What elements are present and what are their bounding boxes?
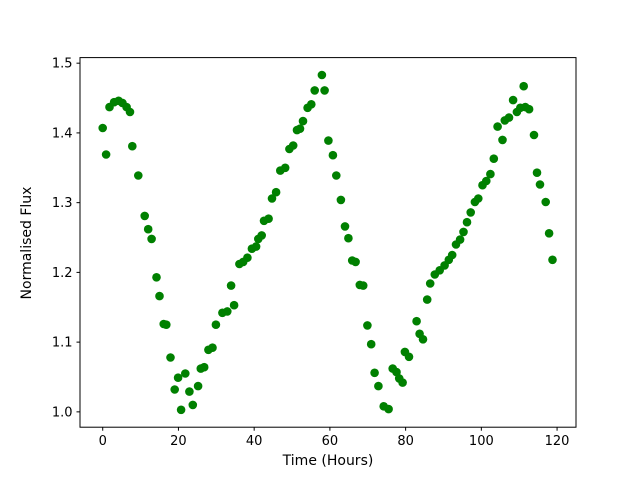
x-tick-label: 80 xyxy=(397,434,414,449)
data-point xyxy=(208,343,217,353)
data-point xyxy=(519,81,528,91)
data-point xyxy=(193,381,203,391)
data-point xyxy=(425,279,435,288)
data-point xyxy=(176,405,186,415)
x-tick-label: 0 xyxy=(99,434,107,449)
data-point xyxy=(140,211,149,221)
data-point xyxy=(199,362,209,372)
data-point xyxy=(412,316,421,326)
data-point xyxy=(324,136,333,145)
data-point xyxy=(466,208,476,217)
y-tick-label: 1.2 xyxy=(52,266,73,281)
data-point xyxy=(544,229,554,238)
data-point xyxy=(418,335,428,344)
data-point xyxy=(328,150,338,160)
data-point xyxy=(374,381,383,391)
x-tick-label: 60 xyxy=(322,434,339,449)
data-point xyxy=(529,130,539,140)
data-point xyxy=(229,300,239,310)
data-point xyxy=(98,123,107,133)
data-point xyxy=(152,273,161,282)
data-point xyxy=(155,291,164,301)
data-point xyxy=(307,100,316,109)
data-point xyxy=(541,197,550,207)
data-point xyxy=(486,169,495,179)
y-tick-label: 1.4 xyxy=(52,126,73,141)
data-point xyxy=(317,70,327,80)
data-point xyxy=(173,373,183,383)
data-point xyxy=(493,122,502,131)
data-point xyxy=(143,224,153,234)
data-point xyxy=(535,180,545,189)
data-point xyxy=(188,400,198,410)
data-point xyxy=(504,113,514,122)
x-tick-label: 100 xyxy=(469,434,494,449)
data-point xyxy=(489,154,499,163)
data-point xyxy=(295,124,305,133)
data-point xyxy=(332,171,341,180)
data-point xyxy=(336,195,346,205)
data-point xyxy=(101,150,111,159)
data-point xyxy=(455,235,465,244)
y-tick-label: 1.3 xyxy=(52,196,73,211)
data-point xyxy=(288,141,298,150)
x-axis-label: Time (Hours) xyxy=(282,453,374,469)
data-point xyxy=(548,255,557,265)
data-point xyxy=(280,163,290,173)
data-point xyxy=(181,369,190,378)
data-point xyxy=(447,250,457,260)
data-point xyxy=(398,378,407,387)
data-point xyxy=(310,86,320,95)
data-point xyxy=(128,141,137,151)
data-point xyxy=(524,104,534,114)
data-point xyxy=(482,176,491,186)
y-tick-label: 1.1 xyxy=(52,336,73,351)
x-tick-label: 120 xyxy=(545,434,570,449)
data-point xyxy=(532,168,542,177)
data-point xyxy=(267,194,277,203)
data-point xyxy=(498,135,507,145)
data-point xyxy=(370,368,379,378)
data-point xyxy=(271,187,281,197)
data-point xyxy=(243,253,252,262)
data-point xyxy=(459,227,468,237)
y-axis-label: Normalised Flux xyxy=(19,186,35,300)
data-point xyxy=(211,320,221,330)
y-tick-label: 1.0 xyxy=(52,405,73,420)
data-point xyxy=(162,320,171,330)
data-point xyxy=(185,387,194,396)
data-point xyxy=(358,281,368,290)
data-point xyxy=(462,217,472,227)
data-point xyxy=(170,385,179,394)
data-point xyxy=(422,295,432,304)
data-point xyxy=(320,86,329,95)
data-point xyxy=(474,194,483,203)
data-point xyxy=(344,233,353,243)
data-point xyxy=(125,107,135,117)
data-point xyxy=(251,242,261,251)
data-point xyxy=(226,281,236,290)
x-tick-label: 20 xyxy=(170,434,187,449)
data-point xyxy=(366,339,376,349)
data-point xyxy=(264,214,273,223)
data-point xyxy=(508,95,518,105)
data-point xyxy=(404,352,414,362)
data-point xyxy=(257,231,267,240)
y-tick-label: 1.5 xyxy=(52,57,73,72)
data-point xyxy=(384,404,393,414)
data-point xyxy=(351,257,360,267)
data-point xyxy=(298,116,308,126)
data-point xyxy=(147,234,156,244)
data-point xyxy=(134,171,143,180)
x-tick-label: 40 xyxy=(246,434,263,449)
axes-spines xyxy=(79,57,577,428)
data-point xyxy=(166,353,175,362)
data-point xyxy=(340,222,350,231)
data-point xyxy=(363,321,372,330)
data-point xyxy=(223,307,232,316)
